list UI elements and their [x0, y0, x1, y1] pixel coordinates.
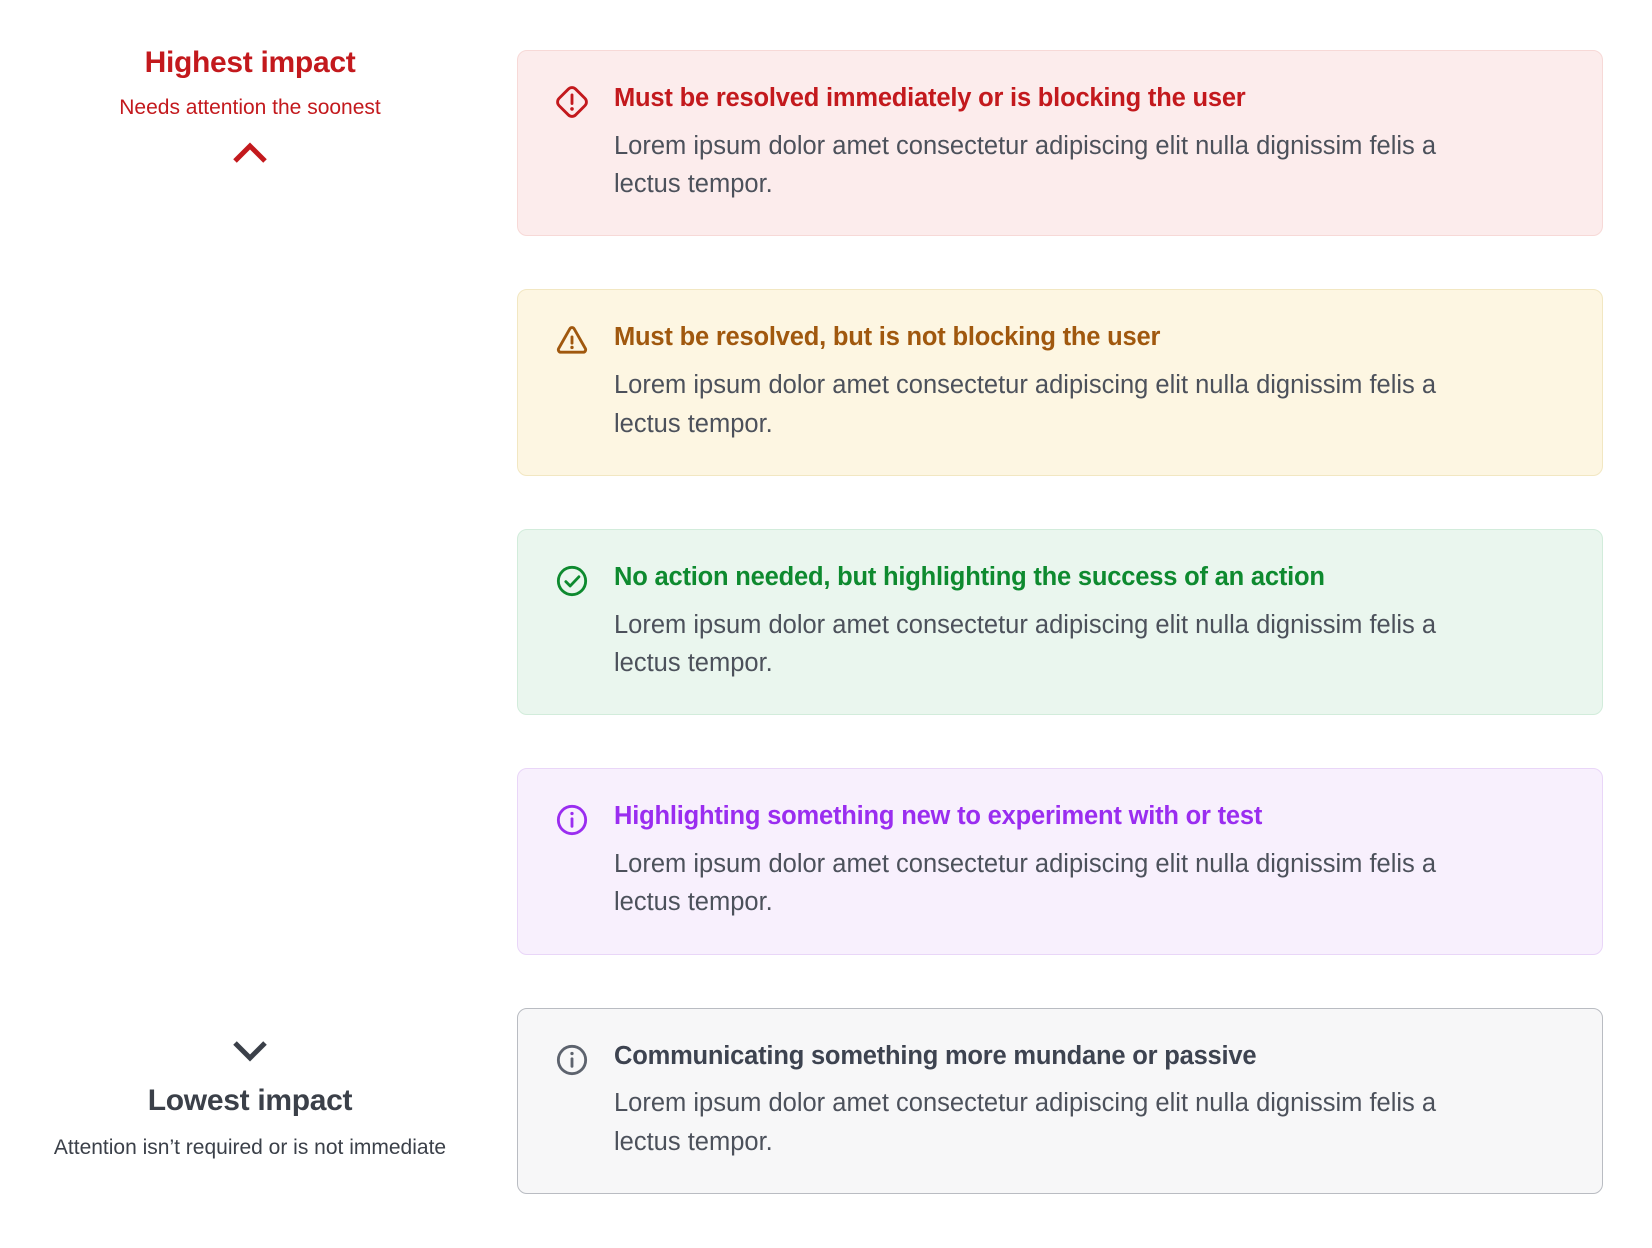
card-title: No action needed, but highlighting the s…	[614, 562, 1325, 591]
impact-gradient-arrow	[233, 142, 267, 1062]
alert-card-neutral: Communicating something more mundane or …	[517, 1007, 1603, 1194]
card-title: Communicating something more mundane or …	[614, 1041, 1257, 1070]
alert-diamond-icon	[554, 84, 590, 120]
alert-card-success: No action needed, but highlighting the s…	[517, 528, 1603, 716]
arrow-up-head-icon	[233, 142, 267, 163]
impact-axis: Highest impact Needs attention the soone…	[0, 0, 500, 1248]
card-body: Lorem ipsum dolor amet consectetur adipi…	[614, 371, 1437, 438]
alert-cards-list: Must be resolved immediately or is block…	[517, 50, 1603, 1194]
card-text: Highlighting something new to experiment…	[614, 801, 1566, 921]
alert-card-critical: Must be resolved immediately or is block…	[517, 50, 1603, 237]
card-title: Must be resolved, but is not blocking th…	[614, 323, 1161, 352]
check-circle-icon	[554, 563, 590, 599]
alert-triangle-icon	[554, 323, 590, 359]
alert-card-new: Highlighting something new to experiment…	[517, 768, 1603, 955]
axis-lowest-impact-subtitle: Attention isn’t required or is not immed…	[53, 1136, 447, 1159]
card-text: Must be resolved, but is not blocking th…	[614, 322, 1566, 442]
axis-highest-impact-subtitle: Needs attention the soonest	[119, 96, 381, 119]
card-text: Must be resolved immediately or is block…	[614, 83, 1566, 203]
card-title: Must be resolved immediately or is block…	[614, 84, 1246, 112]
axis-highest-impact-title: Highest impact	[144, 46, 356, 79]
card-text: Communicating something more mundane or …	[614, 1041, 1566, 1161]
info-circle-icon	[554, 1042, 590, 1078]
card-body: Lorem ipsum dolor amet consectetur adipi…	[614, 1089, 1437, 1156]
card-text: No action needed, but highlighting the s…	[614, 562, 1566, 682]
arrow-down-head-icon	[233, 1041, 267, 1062]
card-body: Lorem ipsum dolor amet consectetur adipi…	[614, 131, 1437, 199]
axis-lowest-impact-title: Lowest impact	[147, 1084, 353, 1117]
card-title: Highlighting something new to experiment…	[614, 802, 1263, 831]
card-body: Lorem ipsum dolor amet consectetur adipi…	[614, 610, 1437, 677]
card-body: Lorem ipsum dolor amet consectetur adipi…	[614, 850, 1437, 917]
alert-card-warning: Must be resolved, but is not blocking th…	[517, 289, 1603, 476]
info-circle-icon	[554, 802, 590, 838]
